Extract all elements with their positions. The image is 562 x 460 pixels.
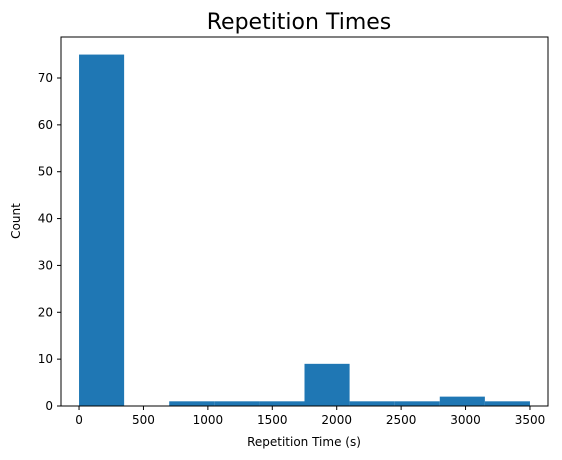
x-axis: 0 500 1000 1500 2000 2500 3000 3500 — [75, 406, 545, 427]
bars-group — [79, 54, 530, 406]
y-tick-label: 60 — [38, 118, 53, 132]
x-tick-label: 2000 — [321, 413, 352, 427]
histogram-bar-7 — [394, 401, 440, 406]
histogram-bar-9 — [484, 401, 530, 406]
y-axis-label: Count — [9, 203, 23, 239]
y-axis: 0 10 20 30 40 50 60 70 — [38, 71, 61, 413]
x-tick-label: 500 — [132, 413, 155, 427]
x-tick-label: 3500 — [515, 413, 546, 427]
x-tick-label: 0 — [75, 413, 83, 427]
x-tick-label: 3000 — [450, 413, 481, 427]
y-tick-label: 10 — [38, 352, 53, 366]
y-tick-label: 50 — [38, 165, 53, 179]
histogram-bar-6 — [349, 401, 395, 406]
x-tick-label: 1500 — [257, 413, 288, 427]
histogram-bar-3 — [214, 401, 260, 406]
y-tick-label: 30 — [38, 258, 53, 272]
x-axis-label: Repetition Time (s) — [247, 435, 361, 449]
plot-frame — [60, 36, 549, 407]
histogram-bar-0 — [79, 54, 125, 406]
histogram-bar-5 — [304, 363, 350, 406]
y-tick-label: 20 — [38, 305, 53, 319]
y-tick-label: 70 — [38, 71, 53, 85]
histogram-bar-2 — [169, 401, 215, 406]
x-tick-label: 2500 — [386, 413, 417, 427]
chart-title: Repetition Times — [207, 10, 392, 35]
histogram-bar-4 — [259, 401, 305, 406]
y-tick-label: 40 — [38, 212, 53, 226]
y-tick-label: 0 — [45, 399, 53, 413]
x-tick-label: 1000 — [193, 413, 224, 427]
histogram-bar-8 — [439, 396, 485, 406]
